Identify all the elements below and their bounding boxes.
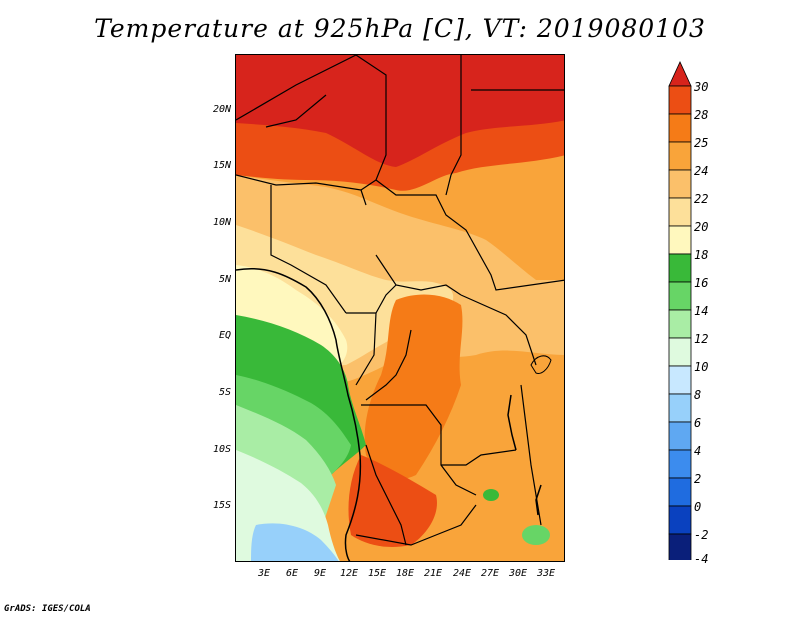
colorbar-segment [668,309,692,339]
colorbar-label-30: 30 [694,80,709,94]
coastline [236,267,362,561]
colorbar-label-16: 16 [694,276,709,290]
colorbar-label-14: 14 [694,304,709,318]
colorbar-label-0: 0 [694,500,702,514]
zone-25-congo [364,294,463,479]
map-title: Temperature at 925hPa [C], VT: 201908010… [94,14,706,43]
lat-label-10s: 10S [212,444,231,455]
temperature-map [235,54,565,562]
colorbar-segment [668,337,692,367]
colorbar-label-6: 6 [694,416,702,430]
colorbar-label-neg2: -2 [694,528,709,542]
colorbar-segment [668,477,692,507]
colorbar-segment [668,141,692,171]
zone-8 [251,523,339,561]
zone-30 [236,55,564,167]
colorbar-label-12: 12 [694,332,709,346]
zone-28-south [348,455,437,547]
colorbar-top-arrow [668,61,692,87]
colorbar-label-22: 22 [694,192,709,206]
zone-16-patch [483,489,499,501]
colorbar-segment [668,253,692,283]
lat-label-5n: 5N [218,274,231,285]
lon-label-27e: 27E [480,568,500,579]
lon-label-30e: 30E [508,568,528,579]
colorbar-segment [668,505,692,535]
lon-label-6e: 6E [285,568,299,579]
colorbar-label-18: 18 [694,248,709,262]
colorbar-segment [668,197,692,227]
lat-label-15s: 15S [212,500,231,511]
lon-label-3e: 3E [257,568,271,579]
lon-label-24e: 24E [452,568,472,579]
lat-label-20n: 20N [212,104,231,115]
colorbar-label-24: 24 [694,164,709,178]
lon-label-33e: 33E [536,568,556,579]
colorbar-label-20: 20 [694,220,709,234]
lake-malawi [535,484,542,516]
colorbar-label-2: 2 [694,472,702,486]
lon-label-15e: 15E [367,568,387,579]
colorbar-segment [668,365,692,395]
colorbar [668,61,692,560]
colorbar-segment [668,281,692,311]
colorbar-label-8: 8 [694,388,702,402]
lon-label-12e: 12E [339,568,359,579]
colorbar-segment [668,169,692,199]
colorbar-segment [668,113,692,143]
colorbar-label-28: 28 [694,108,709,122]
lon-label-18e: 18E [395,568,415,579]
colorbar-label-25: 25 [694,136,709,150]
map-canvas [236,55,564,561]
zone-14-patch [522,525,550,545]
lon-label-9e: 9E [313,568,327,579]
colorbar-segment [668,85,692,115]
colorbar-segment [668,421,692,451]
lake-victoria [530,355,552,374]
colorbar-label-10: 10 [694,360,709,374]
colorbar-label-neg4: -4 [694,552,709,566]
colorbar-segment [668,449,692,479]
colorbar-segment [668,393,692,423]
lake-tanganyika [507,394,517,451]
country-borders [236,55,564,546]
lat-label-5s: 5S [218,387,231,398]
colorbar-segment [668,225,692,255]
lat-label-eq: EQ [218,330,231,341]
lat-label-10n: 10N [212,217,231,228]
colorbar-label-4: 4 [694,444,702,458]
lat-label-15n: 15N [212,160,231,171]
colorbar-segment [668,533,692,560]
grads-credit: GrADS: IGES/COLA [4,604,91,614]
lon-label-21e: 21E [423,568,443,579]
